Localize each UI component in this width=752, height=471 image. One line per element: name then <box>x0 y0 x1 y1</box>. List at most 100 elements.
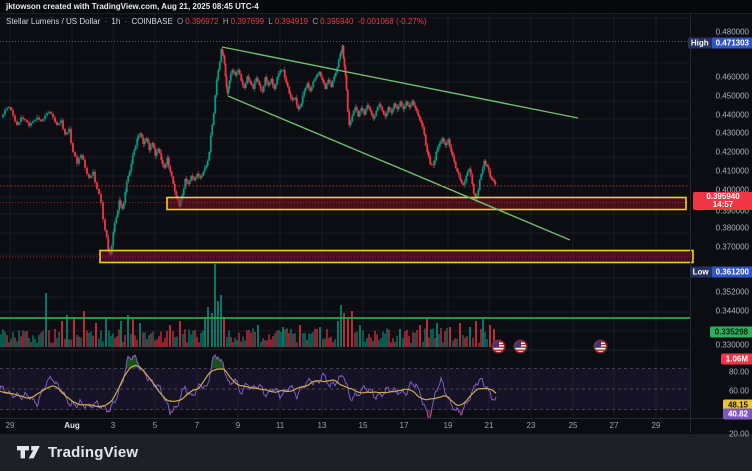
candle-body <box>208 151 211 161</box>
candle-body <box>430 163 433 165</box>
symbol-title[interactable]: Stellar Lumens / US Dollar <box>6 17 101 26</box>
candle-body <box>357 110 360 117</box>
volume-bar <box>482 319 484 347</box>
candle-body <box>448 139 451 148</box>
candle-body <box>44 115 46 120</box>
volume-bar <box>268 334 270 347</box>
economic-event-flag-icon[interactable] <box>493 341 504 352</box>
candle-body <box>109 252 112 255</box>
candle-body <box>241 80 244 86</box>
time-tick: 19 <box>443 421 453 430</box>
candle-body <box>124 192 127 203</box>
candle-body <box>182 188 185 196</box>
price-tick: 0.450000 <box>715 91 749 101</box>
candle-body <box>421 123 424 128</box>
candle-body <box>286 82 289 87</box>
volume-bar <box>142 332 144 347</box>
candle-body <box>402 106 405 110</box>
price-tick: 0.370000 <box>715 242 749 252</box>
volume-bar <box>274 333 276 347</box>
price-zone-box[interactable] <box>166 196 687 211</box>
candle-body <box>30 122 32 126</box>
candle-body <box>40 119 42 122</box>
candle-body <box>341 45 344 51</box>
candle-body <box>469 168 472 175</box>
volume-bar <box>337 321 339 347</box>
candle-body <box>318 71 321 75</box>
candle-body <box>420 120 423 124</box>
volume-bar <box>76 334 78 347</box>
candle-body <box>190 175 193 181</box>
candle-body <box>228 80 231 89</box>
volume-bar <box>347 317 349 347</box>
candle-body <box>175 191 178 197</box>
volume-bar <box>146 339 148 347</box>
volume-bar <box>176 336 178 347</box>
volume-bar <box>240 341 242 347</box>
volume-bar <box>127 315 129 347</box>
low-value: 0.361200 <box>711 266 752 278</box>
price-scale[interactable]: 0.480000 0.460000 0.450000 0.440000 0.430000… <box>687 14 752 439</box>
candle-body <box>28 122 30 126</box>
candle-body <box>127 175 130 182</box>
candle-body <box>218 62 221 71</box>
volume-bar <box>266 340 268 347</box>
volume-bar <box>459 323 461 347</box>
time-tick: 11 <box>275 421 285 430</box>
volume-bar <box>16 341 18 347</box>
trendline[interactable] <box>227 95 571 241</box>
trendline[interactable] <box>221 46 579 119</box>
candle-body <box>370 110 373 116</box>
candle-body <box>396 106 399 110</box>
price-zone-box[interactable] <box>99 249 694 264</box>
candle-body <box>445 142 448 146</box>
volume-bar <box>36 342 38 347</box>
symbol-legend[interactable]: Stellar Lumens / US Dollar · 1h · COINBA… <box>6 17 429 26</box>
volume-bar <box>376 334 378 347</box>
candle-body <box>343 58 346 67</box>
candle-body <box>330 82 333 88</box>
candle-body <box>477 190 480 196</box>
candle-body <box>364 108 367 115</box>
volume-bar <box>144 332 146 347</box>
interval-label[interactable]: 1h <box>111 17 121 26</box>
candle-body <box>393 103 396 110</box>
price-tick: 0.380000 <box>715 223 749 233</box>
volume-bar <box>102 341 104 347</box>
candle-body <box>22 117 24 120</box>
candle-body <box>211 124 214 136</box>
candle-body <box>70 128 72 144</box>
economic-event-flag-icon[interactable] <box>595 341 606 352</box>
candle-body <box>493 180 496 183</box>
candle-body <box>301 95 304 104</box>
volume-bar <box>18 330 20 347</box>
candle-body <box>405 101 408 107</box>
tradingview-logo[interactable]: TradingView <box>16 444 138 461</box>
time-tick: 17 <box>399 421 409 430</box>
candle-body <box>444 142 447 146</box>
volume-bar <box>207 307 209 347</box>
volume-bar <box>148 334 150 347</box>
volume-bar <box>40 332 42 347</box>
candle-body <box>2 114 4 118</box>
volume-bar <box>314 328 316 347</box>
ohlc-open-label: O <box>177 17 184 26</box>
high-chip: High <box>687 37 712 49</box>
candle-body <box>394 103 397 107</box>
economic-event-flag-icon[interactable] <box>515 341 526 352</box>
volume-bar <box>242 336 244 347</box>
volume-bar <box>466 336 468 347</box>
volume-bar <box>426 319 428 347</box>
candle-body <box>133 149 136 156</box>
volume-bar <box>200 332 202 347</box>
candle-body <box>64 129 66 135</box>
volume-bar <box>188 329 190 347</box>
candle-body <box>376 106 379 111</box>
candle-body <box>391 109 394 113</box>
price-tick: 20.00 <box>728 429 749 439</box>
volume-bar <box>132 319 134 347</box>
chart-area[interactable]: Stellar Lumens / US Dollar · 1h · COINBA… <box>0 14 752 439</box>
exchange-label[interactable]: COINBASE <box>131 17 173 26</box>
time-axis[interactable]: 29 Aug 3 5 7 9 11 13 15 17 19 21 23 25 27 29 <box>0 418 752 434</box>
candle-body <box>331 80 334 88</box>
